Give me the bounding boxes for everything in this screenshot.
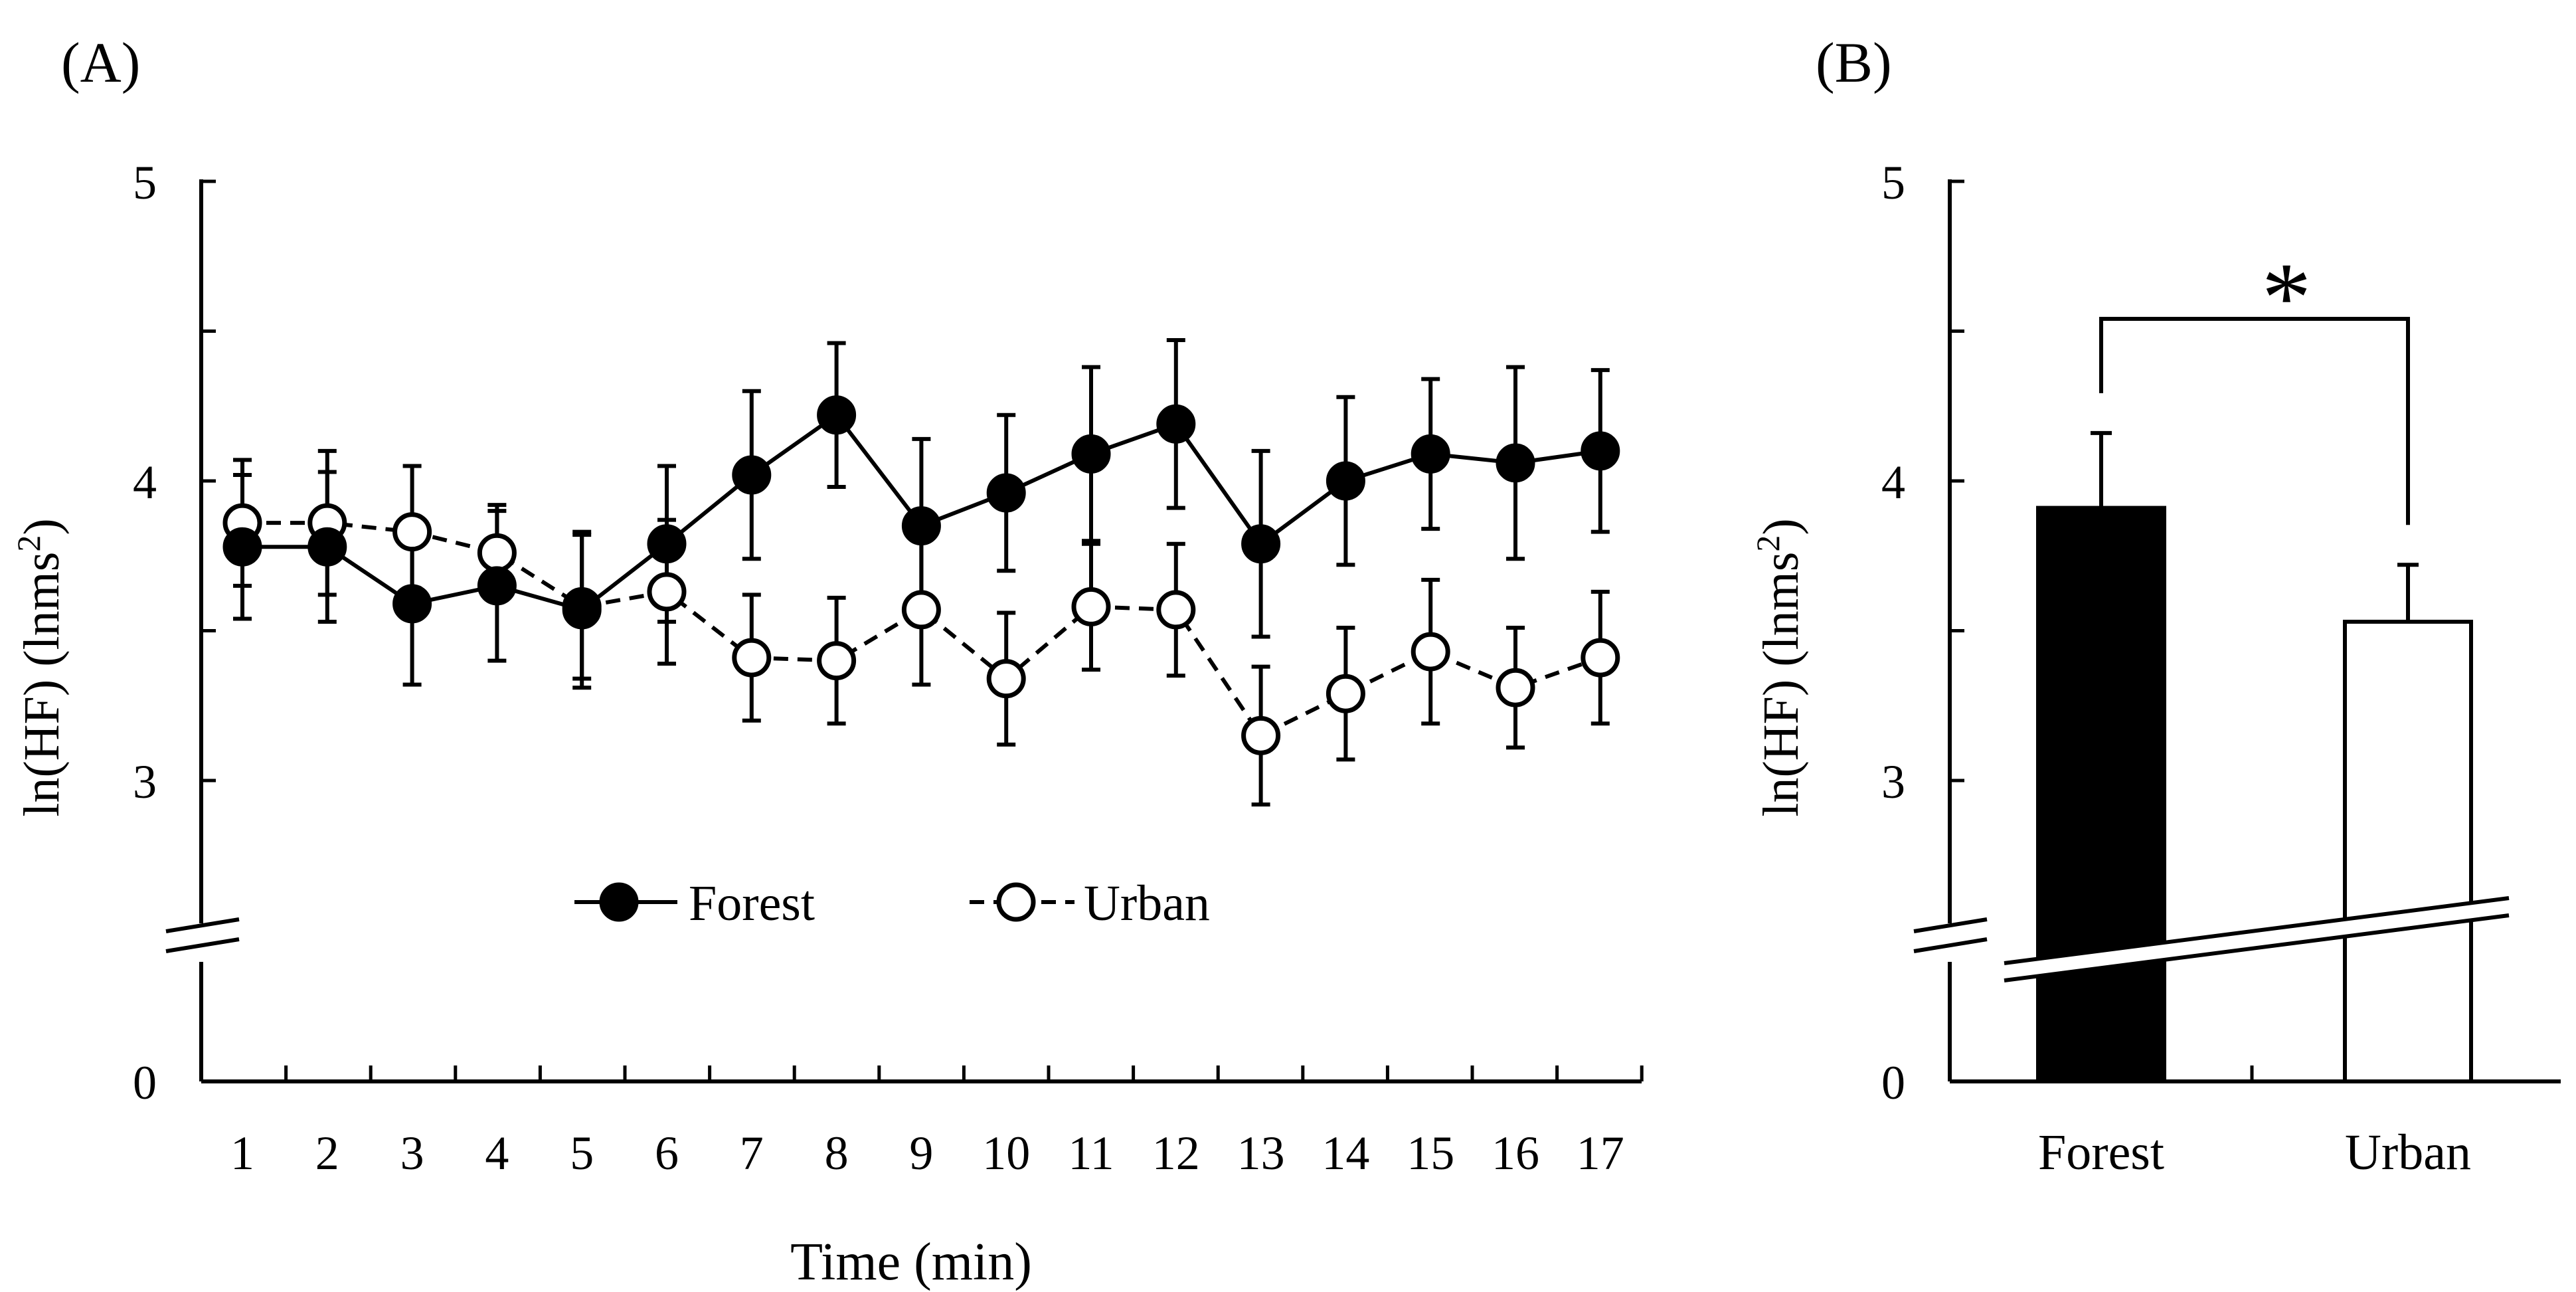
panel-a-x-tick-label: 6 — [655, 1127, 679, 1180]
series-urban-point — [1496, 668, 1535, 707]
legend-forest-marker — [599, 882, 639, 922]
panel-a-x-tick-label: 2 — [315, 1127, 339, 1180]
series-forest-point — [477, 566, 517, 606]
panel-b-ylabel: ln(HF) (lnms2) — [1749, 518, 1809, 816]
series-urban-point — [1326, 674, 1365, 713]
legend-urban-marker — [996, 882, 1036, 922]
series-urban-point — [477, 533, 517, 573]
panel-b-x-tick-label: Forest — [2038, 1125, 2164, 1180]
series-urban-point — [1156, 590, 1196, 630]
series-urban-line — [242, 521, 1601, 739]
series-forest-point — [562, 590, 602, 630]
panel-a-x-tick-label: 7 — [740, 1127, 764, 1180]
panel-a-x-tick-label: 5 — [570, 1127, 594, 1180]
bar-axis-break-line — [2004, 913, 2510, 982]
panel-a-axis-break-mark — [165, 937, 240, 953]
panel-a-y-tick-label: 0 — [133, 1056, 157, 1109]
series-forest-point — [1411, 434, 1450, 474]
panel-b-y-tick-label: 3 — [1881, 755, 1905, 808]
series-urban-point — [1241, 715, 1281, 755]
panel-a-x-tick-label: 15 — [1407, 1127, 1454, 1180]
panel-a-y-tick-label: 5 — [133, 156, 157, 209]
panel-a-x-tick-label: 14 — [1322, 1127, 1369, 1180]
panel-b-x-tick-label: Urban — [2345, 1125, 2471, 1180]
series-urban-point — [986, 659, 1026, 699]
panel-a-x-tick-label: 11 — [1068, 1127, 1114, 1180]
legend-urban-label: Urban — [1084, 876, 1210, 931]
panel-a-x-tick-label: 9 — [909, 1127, 933, 1180]
series-forest-point — [647, 524, 687, 564]
panel-a-axis-break-mark — [165, 917, 240, 933]
series-urban-point — [1071, 587, 1111, 626]
legend-forest-label: Forest — [689, 876, 815, 931]
panel-a-y-tick-label: 4 — [133, 456, 157, 509]
series-forest-point — [1581, 431, 1620, 471]
series-urban-point — [732, 638, 772, 678]
series-forest-point — [222, 527, 262, 567]
panel-a-x-tick-label: 4 — [485, 1127, 509, 1180]
significance-bracket — [2099, 317, 2410, 525]
panel-a-x-tick-label: 3 — [400, 1127, 424, 1180]
series-forest-point — [392, 584, 432, 624]
panel-a-x-tick-label: 17 — [1577, 1127, 1624, 1180]
series-forest-point — [1156, 404, 1196, 444]
panel-b-y-tick-label: 4 — [1881, 456, 1905, 509]
series-forest-point — [307, 527, 347, 567]
panel-b-axis-break-mark — [1913, 937, 1988, 953]
series-forest-point — [1326, 461, 1365, 501]
panel-b-axis-break-mark — [1913, 917, 1988, 933]
series-forest-point — [1071, 434, 1111, 474]
series-forest-point — [817, 395, 857, 435]
panel-a-y-tick-label: 3 — [133, 755, 157, 808]
bar-forest — [2036, 506, 2166, 1083]
bar-axis-break-band — [2004, 898, 2509, 980]
series-forest-point — [1496, 443, 1535, 483]
bar-axis-break-line — [2004, 896, 2510, 965]
panel-a-ylabel: ln(HF) (lnms2) — [10, 518, 70, 816]
panel-a-x-tick-label: 16 — [1492, 1127, 1539, 1180]
panel-a-label: (A) — [61, 31, 140, 94]
panel-a-xlabel: Time (min) — [790, 1233, 1032, 1291]
series-forest-point — [901, 506, 941, 546]
series-urban-point — [392, 512, 432, 552]
panel-a-x-tick-label: 12 — [1152, 1127, 1200, 1180]
panel-a-x-tick-label: 8 — [825, 1127, 849, 1180]
panel-b-label: (B) — [1816, 31, 1892, 94]
panel-b-y-tick-label: 0 — [1881, 1056, 1905, 1109]
series-urban-point — [817, 641, 857, 681]
panel-b-y-tick-label: 5 — [1881, 156, 1905, 209]
series-forest-point — [986, 473, 1026, 513]
panel-a-x-tick-label: 10 — [982, 1127, 1030, 1180]
series-forest-point — [1241, 524, 1281, 564]
series-urban-point — [1411, 632, 1450, 672]
bar-urban — [2343, 619, 2473, 1083]
series-urban-point — [647, 572, 687, 612]
panel-a-x-tick-label: 1 — [230, 1127, 254, 1180]
series-urban-point — [1581, 638, 1620, 678]
series-urban-point — [901, 590, 941, 630]
panel-a-x-tick-label: 13 — [1237, 1127, 1285, 1180]
significance-star: * — [2262, 242, 2312, 353]
series-forest-point — [732, 455, 772, 495]
